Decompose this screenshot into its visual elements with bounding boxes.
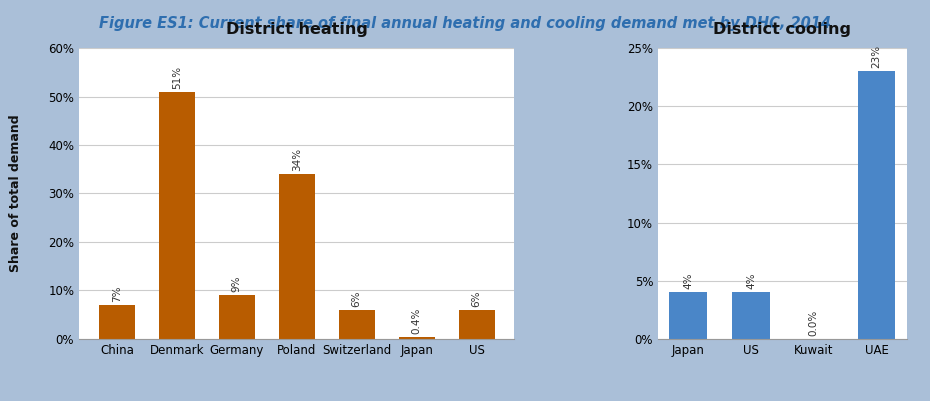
Bar <box>399 337 434 339</box>
Text: 7%: 7% <box>112 286 122 302</box>
Bar <box>219 295 255 339</box>
Bar <box>99 305 135 339</box>
Text: 4%: 4% <box>684 273 693 290</box>
Bar <box>857 71 896 339</box>
Bar <box>458 310 495 339</box>
Text: 34%: 34% <box>292 148 301 171</box>
Bar <box>159 92 194 339</box>
Title: District cooling: District cooling <box>713 22 851 37</box>
Y-axis label: Share of total demand: Share of total demand <box>9 115 22 272</box>
Text: 23%: 23% <box>871 45 882 69</box>
Text: 9%: 9% <box>232 276 242 292</box>
Text: 0.4%: 0.4% <box>412 308 421 334</box>
Text: Figure ES1: Current share of final annual heating and cooling demand met by DHC,: Figure ES1: Current share of final annua… <box>99 16 831 30</box>
Text: 6%: 6% <box>472 290 482 307</box>
Text: 6%: 6% <box>352 290 362 307</box>
Bar <box>339 310 375 339</box>
Title: District heating: District heating <box>226 22 367 37</box>
Bar <box>670 292 707 339</box>
Text: 51%: 51% <box>172 66 181 89</box>
Text: 0.0%: 0.0% <box>809 310 818 336</box>
Text: 4%: 4% <box>746 273 756 290</box>
Bar <box>732 292 770 339</box>
Bar <box>279 174 314 339</box>
